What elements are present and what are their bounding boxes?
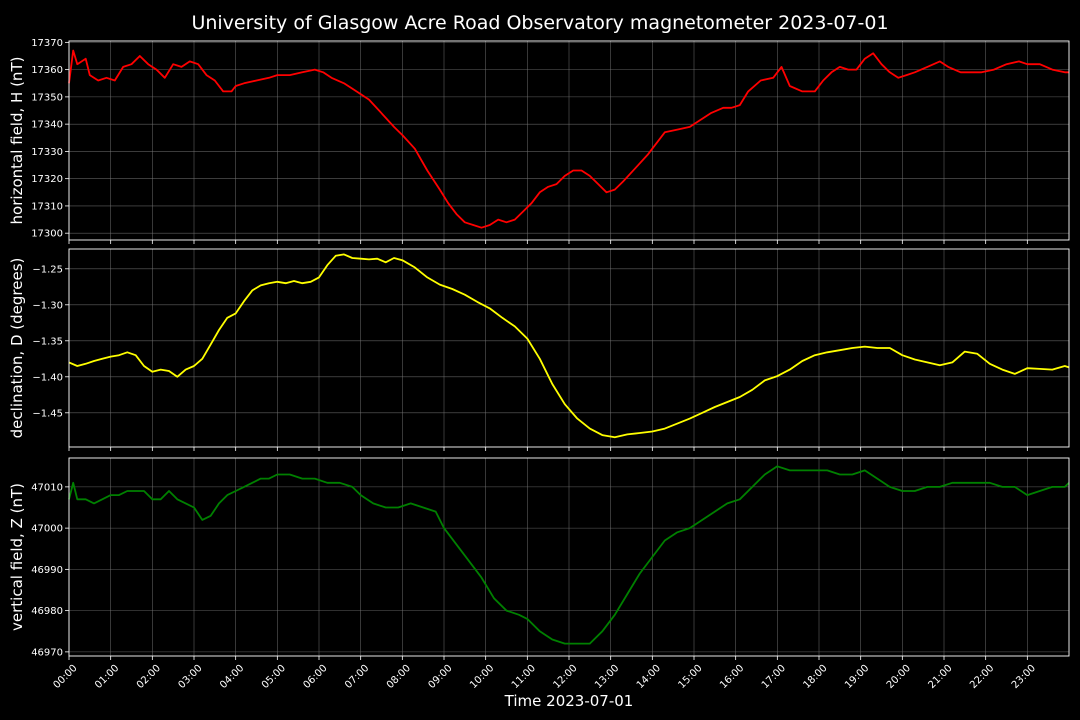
y-tick-label: −1.30 [32, 300, 63, 311]
y-tick-label: 17360 [31, 65, 63, 76]
x-tick-label: 10:00 [468, 663, 496, 691]
y-tick-label: 17330 [31, 147, 63, 158]
x-tick-label: 15:00 [676, 663, 704, 691]
x-tick-label: 08:00 [385, 663, 413, 691]
x-tick-labels: 00:00 01:00 02:00 03:00 04:00 05:00 06:00 07:00… [51, 663, 1037, 691]
panel-declination: −1.45 −1.40 −1.35 −1.30 −1.25 declination, D … [8, 248, 1070, 451]
x-tick-label: 17:00 [760, 663, 788, 691]
x-tick-label: 20:00 [885, 663, 913, 691]
y-axis-label-horizontal: horizontal field, H (nT) [8, 57, 26, 225]
panel-frame [68, 248, 1070, 448]
panels: 17300 17310 17320 17330 17340 17350 17360 17370… [8, 38, 1070, 660]
x-tick-label: 14:00 [635, 663, 663, 691]
y-tick-label: 17340 [31, 120, 63, 131]
x-tick-label: 05:00 [260, 663, 288, 691]
panel-frame [68, 457, 1070, 657]
y-tick-label: 17370 [31, 38, 63, 49]
y-tick-label: 46990 [31, 565, 63, 576]
y-tick-label: 47010 [31, 482, 63, 493]
x-tick-label: 00:00 [51, 663, 79, 691]
x-tick-label: 07:00 [343, 663, 371, 691]
x-tick-label: 13:00 [593, 663, 621, 691]
series-line-vertical [68, 465, 1070, 645]
x-tick-label: 22:00 [968, 663, 996, 691]
panel-horizontal: 17300 17310 17320 17330 17340 17350 17360 17370… [8, 38, 1070, 244]
x-tick-label: 12:00 [551, 663, 579, 691]
x-tick-label: 03:00 [176, 663, 204, 691]
y-tick-label: 17310 [31, 201, 63, 212]
y-tick-label: 17320 [31, 174, 63, 185]
x-tick-label: 18:00 [801, 663, 829, 691]
chart-title: University of Glasgow Acre Road Observat… [191, 12, 888, 34]
y-axis-label-vertical: vertical field, Z (nT) [8, 483, 26, 631]
x-tick-label: 16:00 [718, 663, 746, 691]
panel-vertical: 46970 46980 46990 47000 47010 vertical field,… [8, 457, 1070, 660]
y-tick-label: −1.40 [32, 372, 63, 383]
y-tick-label: −1.25 [32, 264, 63, 275]
panel-frame [68, 40, 1070, 241]
series-line-declination [68, 253, 1070, 439]
x-tick-label: 23:00 [1010, 663, 1038, 691]
x-tick-label: 11:00 [510, 663, 538, 691]
y-tick-label: 17350 [31, 92, 63, 103]
x-axis-label: Time 2023-07-01 [504, 692, 634, 710]
y-axis-label-declination: declination, D (degrees) [8, 258, 26, 439]
x-tick-label: 02:00 [135, 663, 163, 691]
x-tick-label: 01:00 [93, 663, 121, 691]
x-tick-label: 09:00 [426, 663, 454, 691]
y-tick-label: −1.45 [32, 408, 63, 419]
y-tick-label: 17300 [31, 229, 63, 240]
y-tick-label: 47000 [31, 524, 63, 535]
x-tick-label: 06:00 [301, 663, 329, 691]
y-tick-label: 46980 [31, 606, 63, 617]
y-tick-label: 46970 [31, 647, 63, 658]
y-tick-label: −1.35 [32, 336, 63, 347]
x-tick-label: 21:00 [926, 663, 954, 691]
series-line-horizontal [68, 49, 1069, 229]
x-tick-label: 19:00 [843, 663, 871, 691]
x-tick-label: 04:00 [218, 663, 246, 691]
